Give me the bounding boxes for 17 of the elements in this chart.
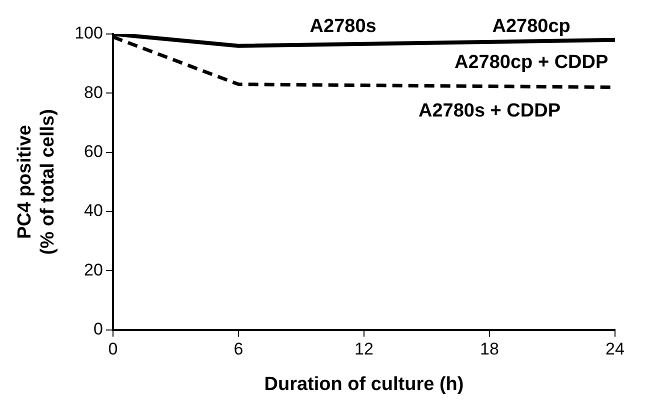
y-tick-label: 80 (84, 82, 103, 102)
y-tick-label: 40 (84, 201, 103, 220)
x-tick-label: 24 (606, 340, 624, 359)
y-tick-label: 20 (84, 260, 103, 280)
annotation: A2780cp + CDDP (454, 52, 608, 74)
annotation: A2780cp (492, 16, 570, 38)
annotation: A2780s + CDDP (418, 100, 561, 122)
x-axis-title: Duration of culture (h) (264, 374, 464, 395)
y-tick-label: 100 (74, 24, 103, 43)
y-tick-label: 0 (93, 319, 103, 338)
x-tick-label: 12 (354, 340, 374, 359)
annotation: A2780s (310, 16, 376, 38)
x-tick-label: 18 (480, 340, 499, 359)
x-tick-label: 6 (234, 340, 244, 359)
y-tick-label: 60 (84, 142, 103, 162)
x-tick-label: 0 (108, 340, 118, 359)
y-axis-title: PC4 positive (% of total cells) (14, 109, 58, 255)
